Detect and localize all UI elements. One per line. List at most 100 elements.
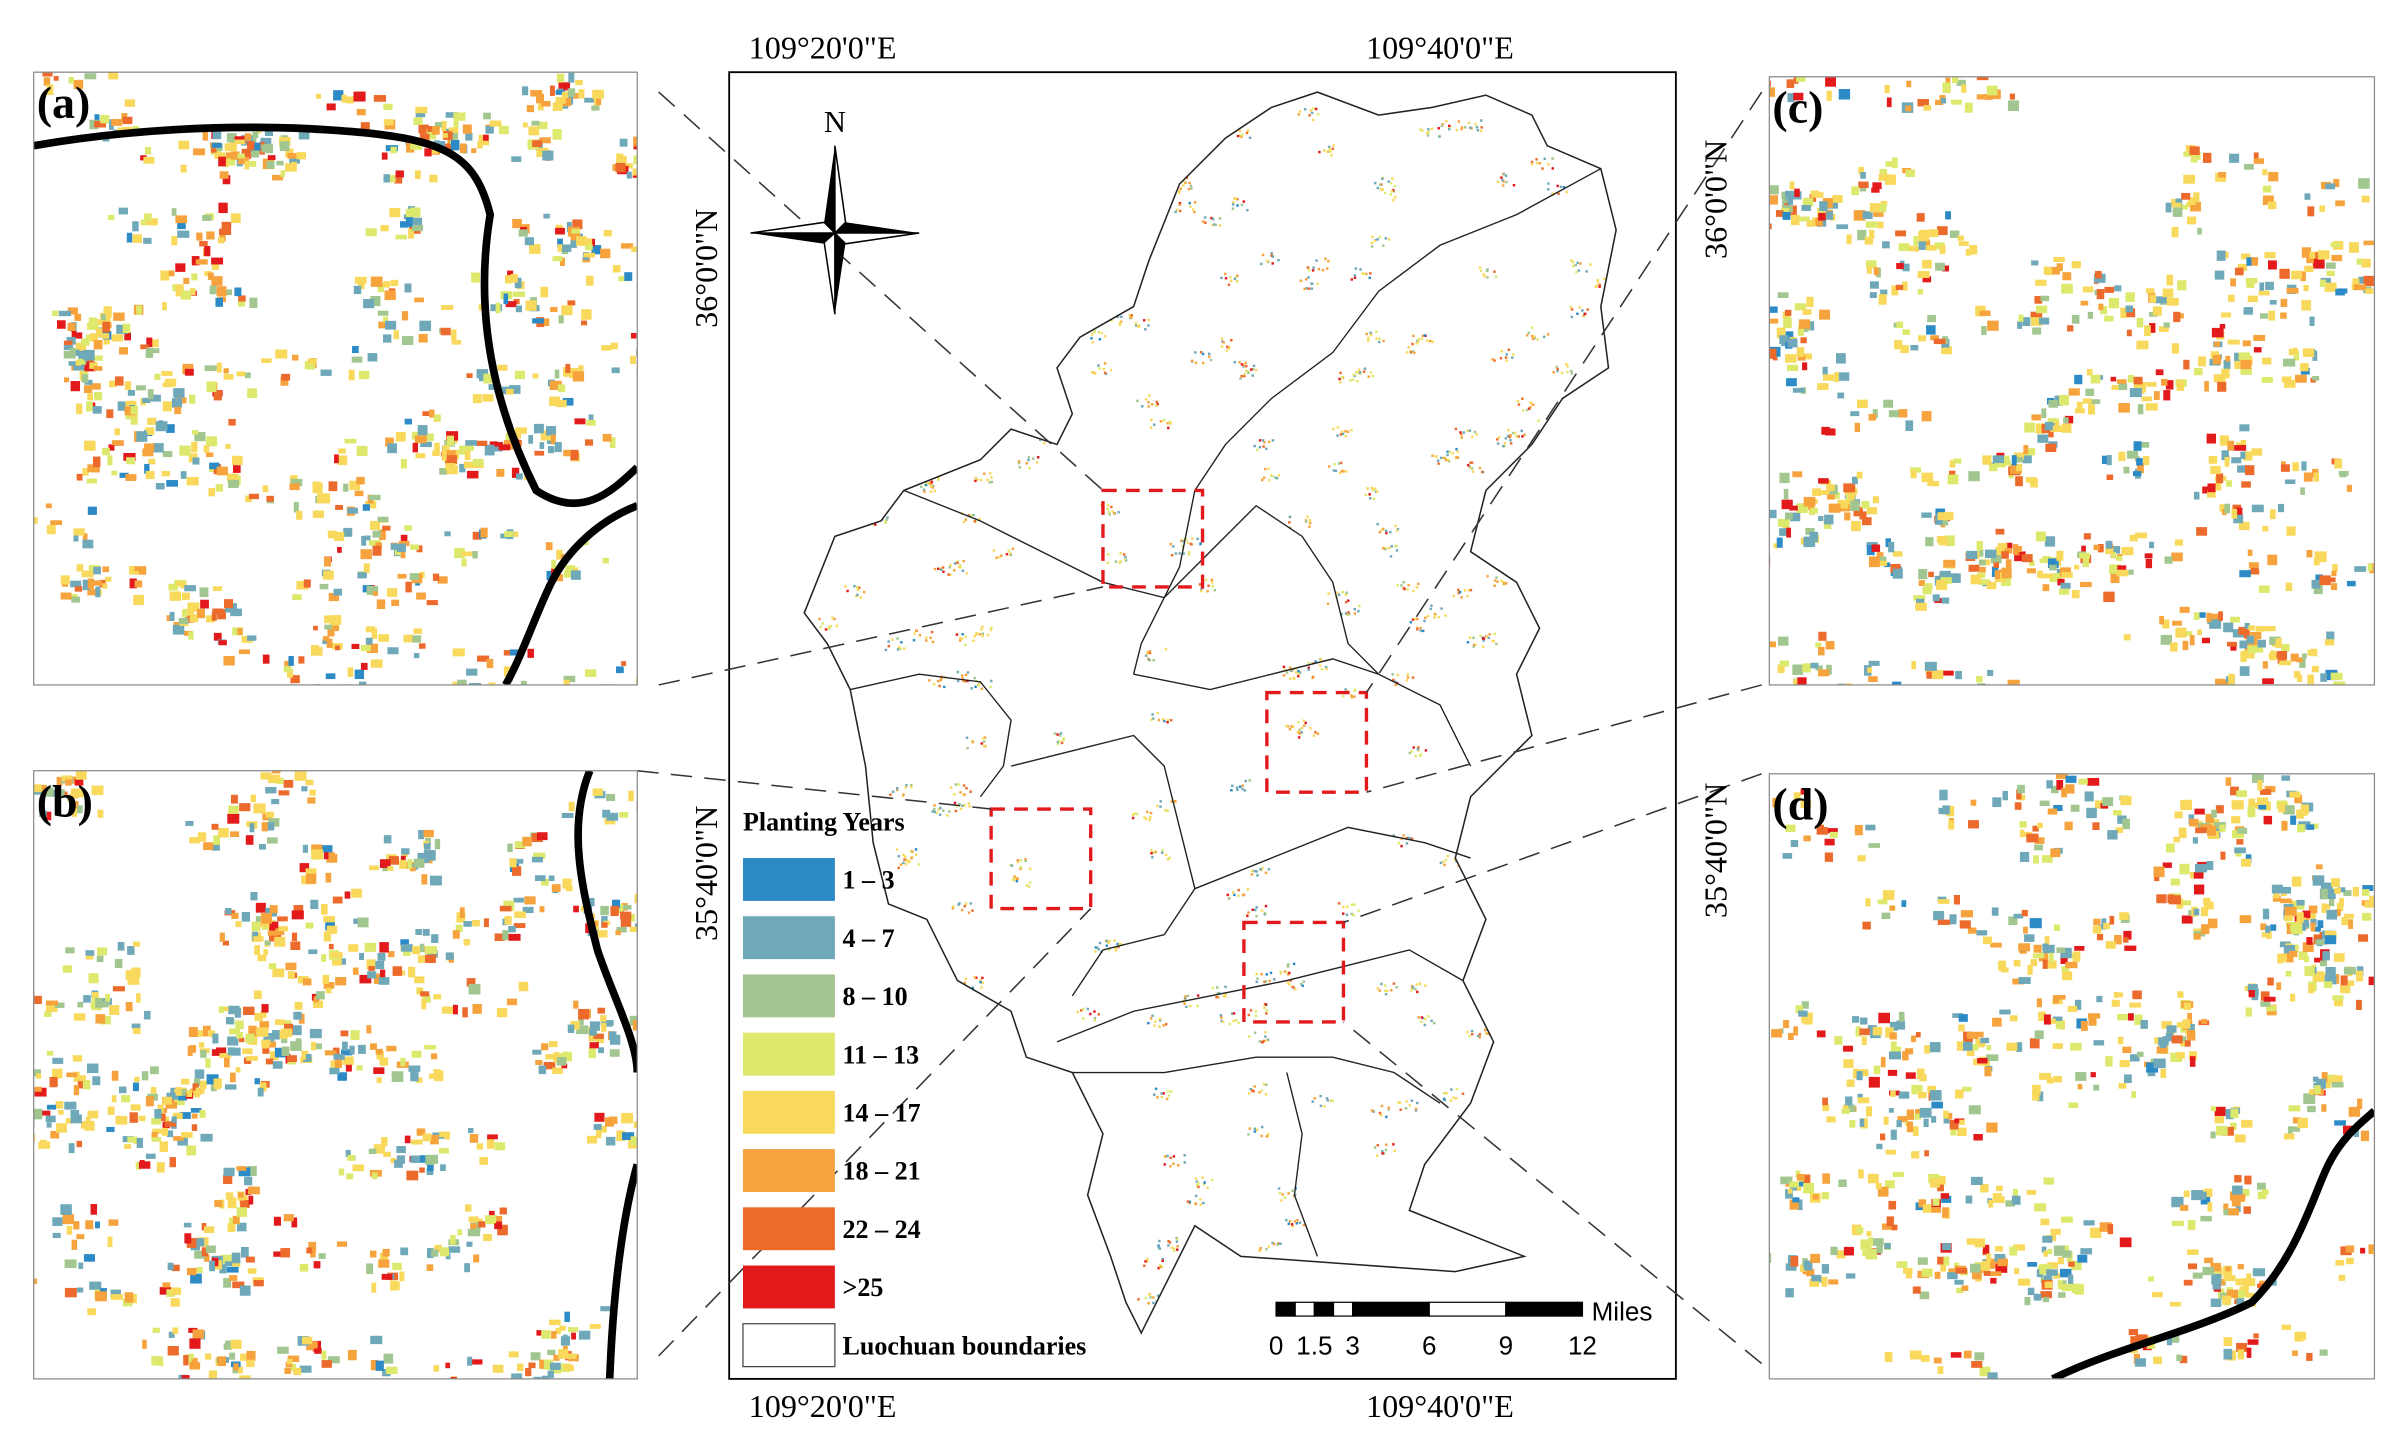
pixel xyxy=(1019,865,1023,869)
pixel xyxy=(273,1251,285,1257)
pixel xyxy=(859,596,863,599)
pixel xyxy=(1256,874,1259,877)
pixel xyxy=(513,897,525,903)
pixel xyxy=(383,1353,394,1364)
pixel xyxy=(84,73,97,80)
pixel xyxy=(318,1253,326,1259)
pixel xyxy=(1328,147,1332,151)
pixel xyxy=(891,790,895,794)
pixel xyxy=(1151,717,1155,720)
pixel xyxy=(1419,626,1422,630)
pixel xyxy=(961,804,964,808)
pixel xyxy=(221,1006,229,1012)
pixel xyxy=(1307,666,1310,669)
pixel xyxy=(1565,190,1569,194)
pixel xyxy=(1456,450,1459,453)
pixel xyxy=(1152,658,1155,662)
pixel xyxy=(469,1134,479,1143)
pixel xyxy=(86,1063,99,1074)
pixel xyxy=(1176,1248,1179,1251)
pixel xyxy=(1193,201,1197,204)
pixel xyxy=(1222,994,1226,998)
pixel xyxy=(1455,1097,1458,1100)
pixel xyxy=(1385,1115,1388,1119)
pixel xyxy=(1285,1218,1288,1222)
pixel xyxy=(1196,1004,1199,1008)
pixel xyxy=(1251,908,1254,912)
pixel xyxy=(1161,717,1165,721)
pixel xyxy=(1119,321,1122,325)
pixel xyxy=(2250,566,2259,575)
pixel xyxy=(561,812,574,819)
pixel xyxy=(1466,641,1470,644)
pixel xyxy=(331,957,342,966)
pixel xyxy=(1166,809,1169,812)
pixel xyxy=(939,679,942,682)
pixel xyxy=(969,790,972,793)
pixel xyxy=(52,1217,63,1226)
pixel xyxy=(343,483,349,492)
pixel xyxy=(1875,560,1888,566)
pixel xyxy=(152,1128,162,1134)
pixel xyxy=(401,336,414,346)
pixel xyxy=(96,955,104,963)
pixel xyxy=(1242,893,1246,897)
pixel xyxy=(532,373,539,379)
pixel xyxy=(1199,1203,1202,1206)
pixel xyxy=(914,848,918,851)
pixel xyxy=(1406,676,1410,679)
township-boundaries xyxy=(850,168,1602,1257)
pixel xyxy=(1488,633,1491,636)
pixel xyxy=(1884,174,1897,185)
pixel xyxy=(2217,381,2227,392)
pixel xyxy=(910,785,913,789)
pixel xyxy=(239,1285,251,1296)
pixel xyxy=(1350,278,1354,281)
panel-boundary xyxy=(574,770,638,1379)
pixel xyxy=(1202,220,1205,223)
pixel xyxy=(1405,679,1409,682)
pixel xyxy=(280,170,286,177)
pixel xyxy=(236,1207,248,1217)
pixel xyxy=(1547,188,1550,191)
pixel xyxy=(1288,971,1291,975)
pixel xyxy=(2206,433,2217,444)
pixel xyxy=(931,810,934,813)
pixel xyxy=(305,873,317,884)
pixel xyxy=(556,549,563,560)
pixel xyxy=(1353,612,1357,615)
pixel xyxy=(2262,661,2268,669)
pixel xyxy=(1211,218,1215,221)
pixel xyxy=(423,843,431,850)
pixel xyxy=(452,930,460,939)
pixel xyxy=(1345,913,1349,917)
pixel xyxy=(1511,356,1514,359)
pixel xyxy=(638,257,645,265)
pixel xyxy=(290,1041,302,1051)
pixel xyxy=(305,868,317,878)
pixel xyxy=(1337,462,1341,465)
pixel xyxy=(215,297,223,307)
pixel xyxy=(1430,127,1434,131)
pixel xyxy=(1566,370,1569,374)
pixel xyxy=(359,952,365,961)
pixel xyxy=(2023,448,2035,456)
pixel xyxy=(1154,1087,1158,1091)
pixel xyxy=(1556,367,1559,371)
pixel xyxy=(1089,1012,1092,1016)
pixel xyxy=(43,811,52,821)
pixel xyxy=(1570,315,1574,319)
pixel xyxy=(124,1144,132,1149)
pixel xyxy=(1229,339,1233,342)
pixel xyxy=(1481,470,1484,474)
pixel xyxy=(211,823,219,830)
pixel xyxy=(1367,375,1370,378)
pixel xyxy=(1369,371,1373,374)
pixel xyxy=(1180,539,1183,542)
pixel xyxy=(360,549,372,560)
pixel xyxy=(2267,554,2278,566)
pixel xyxy=(68,1143,75,1154)
pixel xyxy=(1505,180,1508,184)
pixel xyxy=(529,244,541,254)
pixel xyxy=(1529,402,1533,405)
